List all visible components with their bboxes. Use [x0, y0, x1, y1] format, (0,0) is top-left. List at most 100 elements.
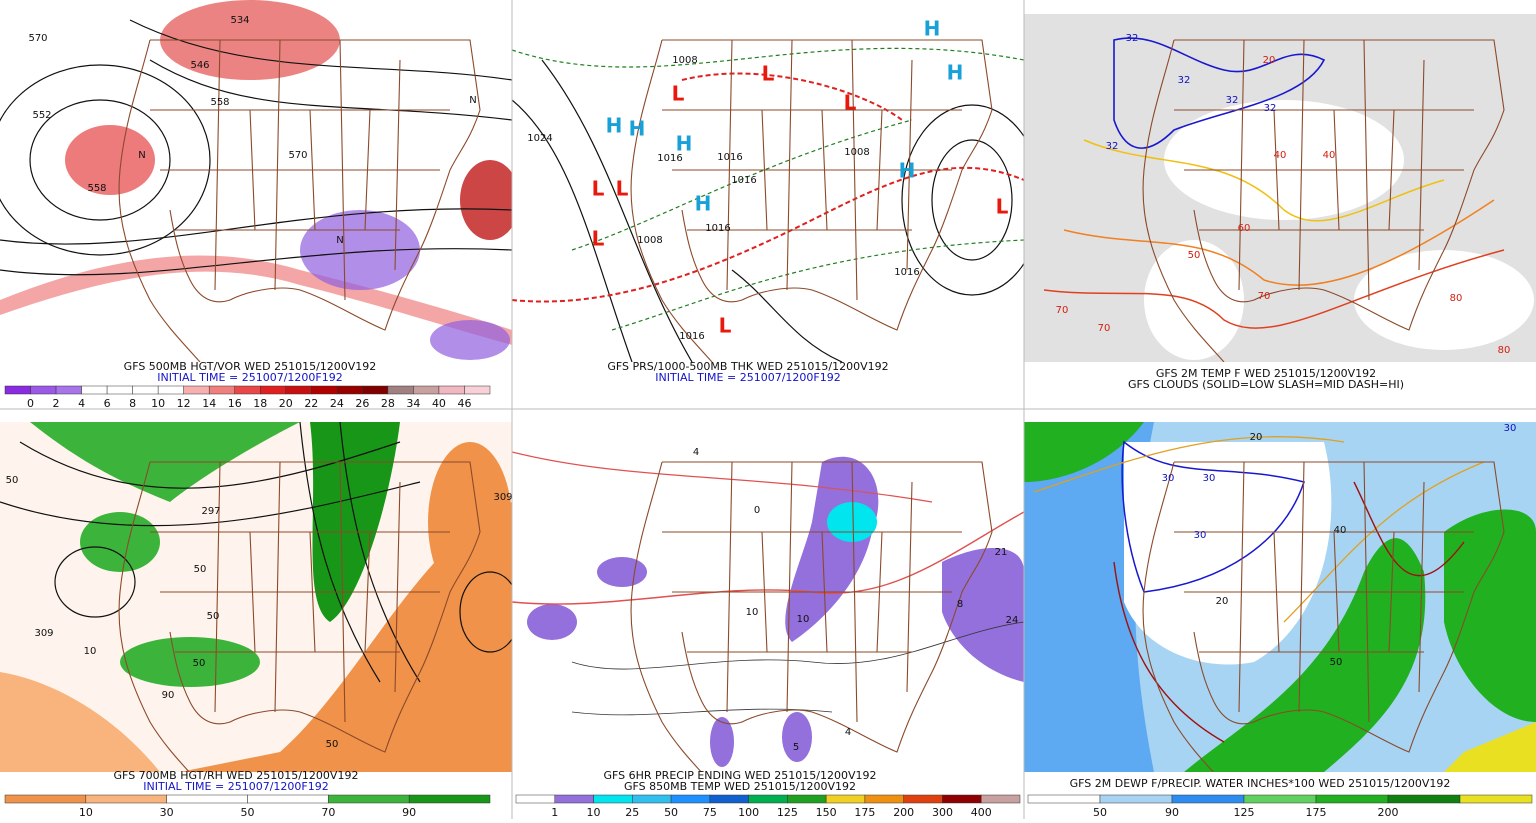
colorbar-label: 6 — [104, 397, 111, 410]
map-label: 546 — [190, 60, 209, 71]
contour — [901, 104, 1024, 296]
map-label: 21 — [995, 547, 1008, 558]
colorbar-swatch — [81, 385, 108, 395]
colorbar-swatch — [554, 794, 594, 804]
colorbar-swatch — [285, 385, 312, 395]
map-label: 0 — [754, 505, 760, 516]
colorbar-label: 400 — [971, 806, 992, 819]
low-marker: L — [844, 91, 857, 115]
map-label: 60 — [1238, 223, 1251, 234]
colorbar-swatch — [208, 385, 235, 395]
map-label: 534 — [230, 15, 249, 26]
caption: GFS 850MB TEMP WED 251015/1200V192 — [624, 780, 856, 793]
map-label: 50 — [1330, 657, 1343, 668]
colorbar-swatch — [942, 794, 982, 804]
map-label: 10 — [746, 607, 759, 618]
colorbar-swatch — [1027, 794, 1101, 804]
map-label: 70 — [1056, 305, 1069, 316]
colorbar-swatch — [4, 385, 31, 395]
colorbar-label: 100 — [738, 806, 759, 819]
colorbar-label: 90 — [402, 806, 416, 819]
low-marker: L — [719, 314, 732, 338]
colorbar-label: 14 — [202, 397, 216, 410]
caption: GFS 2M TEMP F WED 251015/1200V192 — [1156, 367, 1376, 380]
map-bg — [512, 0, 1024, 362]
thickness-line — [512, 166, 1024, 303]
isotherm — [1063, 199, 1495, 286]
colorbar-label: 18 — [253, 397, 267, 410]
isotherm — [1113, 37, 1326, 149]
pw-area — [1024, 422, 1144, 482]
low-marker: L — [762, 62, 775, 86]
map-label: 309 — [34, 628, 53, 639]
map-label: 4 — [693, 447, 699, 458]
map-label: 10 — [797, 614, 810, 625]
colorbar-label: 28 — [381, 397, 395, 410]
panel-dewpoint: 30 30 30 20 20 40 50 30 GFS 2M DEWP F/PR… — [1024, 422, 1536, 819]
precip-area — [527, 604, 577, 640]
map-label: 30 — [1203, 473, 1216, 484]
high-marker: H — [924, 17, 941, 41]
rh-area — [120, 637, 260, 687]
rh-area — [0, 672, 160, 772]
caption: INITIAL TIME = 251007/1200F192 — [143, 780, 328, 793]
colorbar-swatch — [709, 794, 749, 804]
colorbar-label: 150 — [816, 806, 837, 819]
contour — [0, 19, 512, 276]
pw-area — [1184, 538, 1426, 772]
colorbar-label: 50 — [664, 806, 678, 819]
map-label: 1016 — [731, 175, 756, 186]
map-label: 40 — [1274, 150, 1287, 161]
colorbar-swatch — [1387, 794, 1461, 804]
caption: GFS 6HR PRECIP ENDING WED 251015/1200V19… — [604, 769, 877, 782]
colorbar-swatch — [362, 385, 389, 395]
colorbar-swatch — [260, 385, 287, 395]
colorbar-label: 20 — [279, 397, 293, 410]
colorbar-label: 125 — [777, 806, 798, 819]
colorbar: 10 30 50 70 90 — [4, 794, 491, 819]
colorbar-label: 10 — [587, 806, 601, 819]
map-label: 40 — [1334, 525, 1347, 536]
rh-area — [428, 442, 512, 602]
map: 1024 1008 1016 1016 1016 1016 1008 1016 … — [512, 0, 1024, 362]
map-label: 32 — [1264, 103, 1277, 114]
colorbar-label: 10 — [79, 806, 93, 819]
high-marker: H — [606, 114, 623, 138]
map-label: 50 — [194, 564, 207, 575]
low-marker: L — [996, 195, 1009, 219]
map-label: 30 — [1504, 423, 1517, 434]
map-label: 20 — [1250, 432, 1263, 443]
map-label: 50 — [1188, 250, 1201, 261]
map-label: 40 — [1323, 150, 1336, 161]
colorbar-label: 22 — [304, 397, 318, 410]
low-marker: L — [616, 177, 629, 201]
panel-temp: 32 32 32 32 32 20 40 40 50 60 70 70 70 8… — [1024, 0, 1536, 391]
colorbar-label: 24 — [330, 397, 344, 410]
high-marker: H — [676, 132, 693, 156]
map-bg — [512, 422, 1024, 772]
colorbar-swatch — [1099, 794, 1173, 804]
colorbar-swatch — [30, 385, 57, 395]
colorbar-swatch — [980, 794, 1021, 804]
caption: INITIAL TIME = 251007/1200F192 — [655, 371, 840, 384]
thickness-line — [512, 47, 1024, 331]
contour — [931, 139, 1013, 261]
colorbar-swatch — [413, 385, 440, 395]
map-label: 70 — [1098, 323, 1111, 334]
map-label: 1016 — [705, 223, 730, 234]
colorbar-label: 75 — [703, 806, 717, 819]
map-label: 50 — [326, 739, 339, 750]
high-marker: H — [629, 117, 646, 141]
colorbar-label: 125 — [1234, 806, 1255, 819]
isotherm — [1083, 139, 1445, 222]
colorbar-label: 16 — [228, 397, 242, 410]
contour — [512, 59, 843, 362]
map-label: 20 — [1263, 55, 1276, 66]
map-label: 1016 — [894, 267, 919, 278]
colorbar-swatch — [234, 385, 261, 395]
colorbar-swatch — [85, 794, 167, 804]
colorbar-swatch — [464, 385, 491, 395]
map-label: 297 — [201, 506, 220, 517]
map-label: 1016 — [657, 153, 682, 164]
colorbar-swatch — [311, 385, 338, 395]
